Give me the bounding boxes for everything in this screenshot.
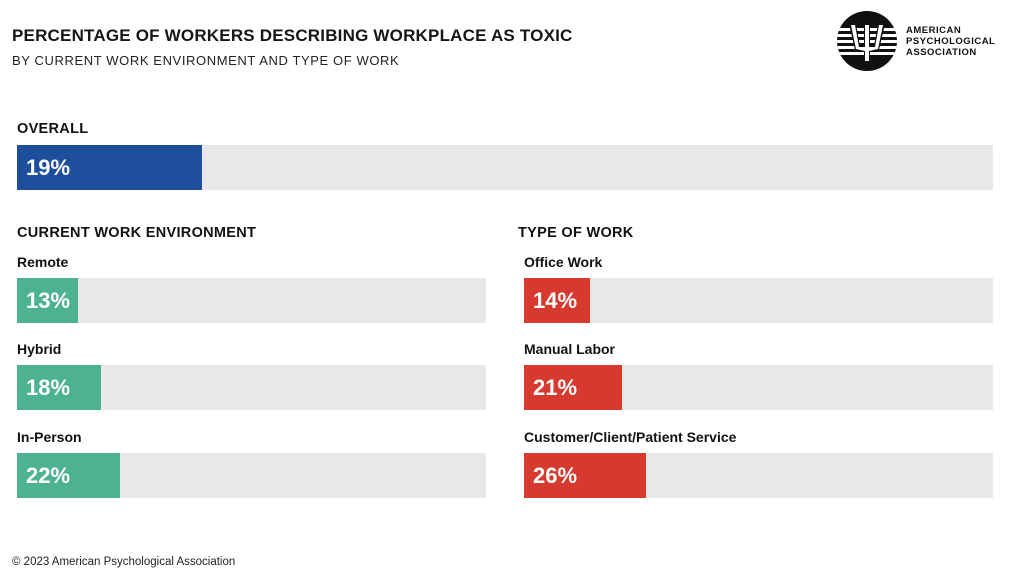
category-label-in-person: In-Person	[17, 429, 82, 445]
overall-bar	[17, 145, 203, 190]
apa-psi-logo-icon	[837, 11, 897, 71]
category-label-manual-labor: Manual Labor	[524, 341, 616, 357]
apa-logo: AMERICAN PSYCHOLOGICAL ASSOCIATION	[836, 10, 995, 72]
copyright-footer: © 2023 American Psychological Associatio…	[12, 556, 236, 568]
office-work-bar-track: 14%	[524, 278, 993, 323]
customer-service-bar-track: 26%	[524, 453, 993, 498]
logo-line-1: AMERICAN	[906, 24, 962, 36]
hybrid-value-label: 18%	[26, 375, 71, 400]
overall-bar-track: 19%	[17, 145, 993, 190]
section-label-environment: CURRENT WORK ENVIRONMENT	[17, 225, 257, 241]
remote-bar	[17, 278, 78, 323]
category-label-remote: Remote	[17, 254, 69, 270]
chart-subtitle: BY CURRENT WORK ENVIRONMENT AND TYPE OF …	[12, 53, 400, 68]
overall-value-label: 19%	[26, 155, 71, 180]
office-work-bar	[524, 278, 590, 323]
section-label-work-type: TYPE OF WORK	[518, 225, 634, 241]
remote-value-label: 13%	[26, 288, 71, 313]
section-label-overall: OVERALL	[17, 121, 89, 137]
category-label-office-work: Office Work	[524, 254, 603, 270]
category-label-hybrid: Hybrid	[17, 341, 62, 357]
chart-title: PERCENTAGE OF WORKERS DESCRIBING WORKPLA…	[12, 26, 573, 45]
in-person-value-label: 22%	[26, 463, 71, 488]
customer-service-bar	[524, 453, 646, 498]
hybrid-bar	[17, 365, 102, 410]
manual-labor-bar	[524, 365, 623, 410]
logo-line-2: PSYCHOLOGICAL	[906, 35, 996, 47]
office-work-value-label: 14%	[533, 288, 578, 313]
manual-labor-bar-track: 21%	[524, 365, 993, 410]
in-person-bar	[17, 453, 121, 498]
hybrid-bar-track: 18%	[17, 365, 486, 410]
logo-text: AMERICAN PSYCHOLOGICAL ASSOCIATION	[906, 25, 995, 58]
customer-service-value-label: 26%	[533, 463, 578, 488]
in-person-bar-track: 22%	[17, 453, 486, 498]
category-label-customer-service: Customer/Client/Patient Service	[524, 429, 737, 445]
remote-bar-track: 13%	[17, 278, 486, 323]
logo-line-3: ASSOCIATION	[906, 46, 977, 58]
manual-labor-value-label: 21%	[533, 375, 578, 400]
